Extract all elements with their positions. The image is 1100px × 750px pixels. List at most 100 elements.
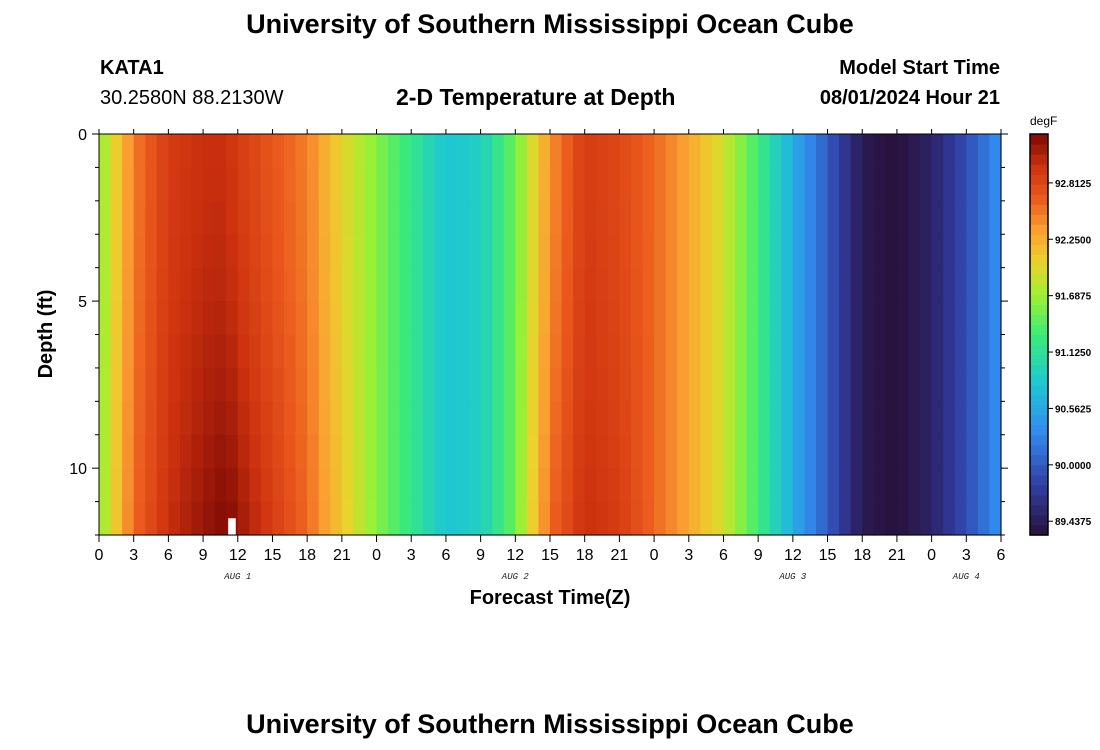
heatmap-cell (388, 134, 401, 169)
colorbar-tick-label: 89.4375 (1055, 517, 1092, 528)
heatmap-cell (445, 234, 459, 269)
heatmap-cell (665, 334, 678, 369)
heatmap-cell (561, 468, 574, 503)
heatmap-cell (642, 434, 655, 469)
heatmap-cell (399, 200, 412, 235)
heatmap-cell (943, 401, 956, 436)
heatmap-cell (272, 200, 285, 235)
heatmap-cell (526, 367, 540, 402)
x-date-label: AUG 4 (952, 572, 980, 582)
heatmap-cell (364, 501, 378, 536)
heatmap-cell (307, 434, 320, 469)
heatmap-cell (376, 301, 389, 336)
heatmap-cell (862, 200, 875, 235)
heatmap-cell (411, 267, 424, 302)
heatmap-cell (677, 267, 690, 302)
heatmap-cell (364, 267, 378, 302)
heatmap-cell (364, 134, 378, 169)
heatmap-cell (214, 267, 227, 302)
heatmap-cell (191, 401, 204, 436)
heatmap-cell (561, 434, 574, 469)
heatmap-cell (133, 234, 146, 269)
x-axis: 0 3 6 9 12 15 18 21 0 3 6 9 12 15 18 21 0 3 6 9 12 15 18 21 0 3 6 A… (95, 129, 1006, 582)
y-axis-title: Depth (ft) (35, 290, 57, 379)
heatmap-cell (399, 501, 412, 536)
x-tick-label: 18 (853, 547, 871, 564)
heatmap-cell (318, 167, 331, 202)
heatmap-cell (226, 367, 239, 402)
heatmap-cell (792, 134, 806, 169)
heatmap-cell (515, 134, 528, 169)
heatmap-cell (896, 200, 910, 235)
heatmap-cell (260, 301, 274, 336)
x-tick-label: 3 (684, 547, 693, 564)
heatmap-cell (237, 334, 250, 369)
heatmap-cell (850, 301, 863, 336)
heatmap-cell (827, 200, 840, 235)
heatmap-cell (561, 401, 574, 436)
heatmap-cell (954, 367, 967, 402)
heatmap-cell (492, 267, 505, 302)
heatmap-cell (214, 367, 227, 402)
heatmap-cell (515, 200, 528, 235)
heatmap-cell (133, 468, 146, 503)
heatmap-cell (469, 367, 482, 402)
heatmap-cell (515, 301, 528, 336)
heatmap-cell (330, 401, 343, 436)
heatmap-cell (295, 301, 308, 336)
heatmap-cell (318, 468, 331, 503)
heatmap-cell (133, 167, 146, 202)
heatmap-cell (677, 200, 690, 235)
heatmap-cell (110, 367, 123, 402)
heatmap-cell (492, 301, 505, 336)
heatmap-cell (469, 301, 482, 336)
heatmap-cell (677, 468, 690, 503)
heatmap-cell (711, 234, 725, 269)
colorbar-swatch (1030, 494, 1048, 506)
heatmap-cell (318, 434, 331, 469)
heatmap-cell (526, 234, 540, 269)
heatmap-cell (746, 267, 759, 302)
x-tick-label: 3 (129, 547, 138, 564)
heatmap-cell (630, 434, 644, 469)
colorbar-frame (1029, 133, 1049, 536)
heatmap-cell (711, 367, 725, 402)
heatmap-cell (908, 267, 921, 302)
heatmap-cell (815, 367, 829, 402)
x-tick-label: 12 (506, 547, 524, 564)
heatmap-cell (792, 367, 806, 402)
heatmap-cell (457, 401, 470, 436)
heatmap-cell (688, 301, 701, 336)
heatmap-cell (503, 167, 516, 202)
heatmap-cell (526, 301, 540, 336)
heatmap-cell (341, 334, 355, 369)
heatmap-cell (769, 434, 782, 469)
heatmap-cell (203, 267, 216, 302)
heatmap-cell (445, 167, 459, 202)
heatmap-cell (758, 167, 771, 202)
heatmap-cell (665, 468, 678, 503)
heatmap-cell (607, 200, 620, 235)
heatmap-cell (550, 134, 563, 169)
heatmap-cell (873, 367, 886, 402)
heatmap-cell (145, 367, 158, 402)
heatmap-cell (168, 501, 181, 536)
heatmap-cell (607, 468, 620, 503)
station-coordinates: 30.2580N 88.2130W (100, 87, 284, 109)
heatmap-cell (920, 267, 933, 302)
heatmap-cell (376, 334, 389, 369)
heatmap-cell (307, 334, 320, 369)
x-tick-label: 15 (264, 547, 282, 564)
colorbar-swatch (1030, 214, 1048, 225)
heatmap-cell (295, 200, 308, 235)
heatmap-cell (630, 267, 644, 302)
heatmap-cell (272, 434, 285, 469)
heatmap-cell (445, 267, 459, 302)
heatmap-cell (839, 167, 852, 202)
heatmap-cell (607, 301, 620, 336)
heatmap-cell (989, 401, 1002, 436)
heatmap-cell (399, 468, 412, 503)
heatmap-cell (896, 401, 910, 436)
heatmap-cell (654, 200, 667, 235)
heatmap-cell (804, 401, 817, 436)
